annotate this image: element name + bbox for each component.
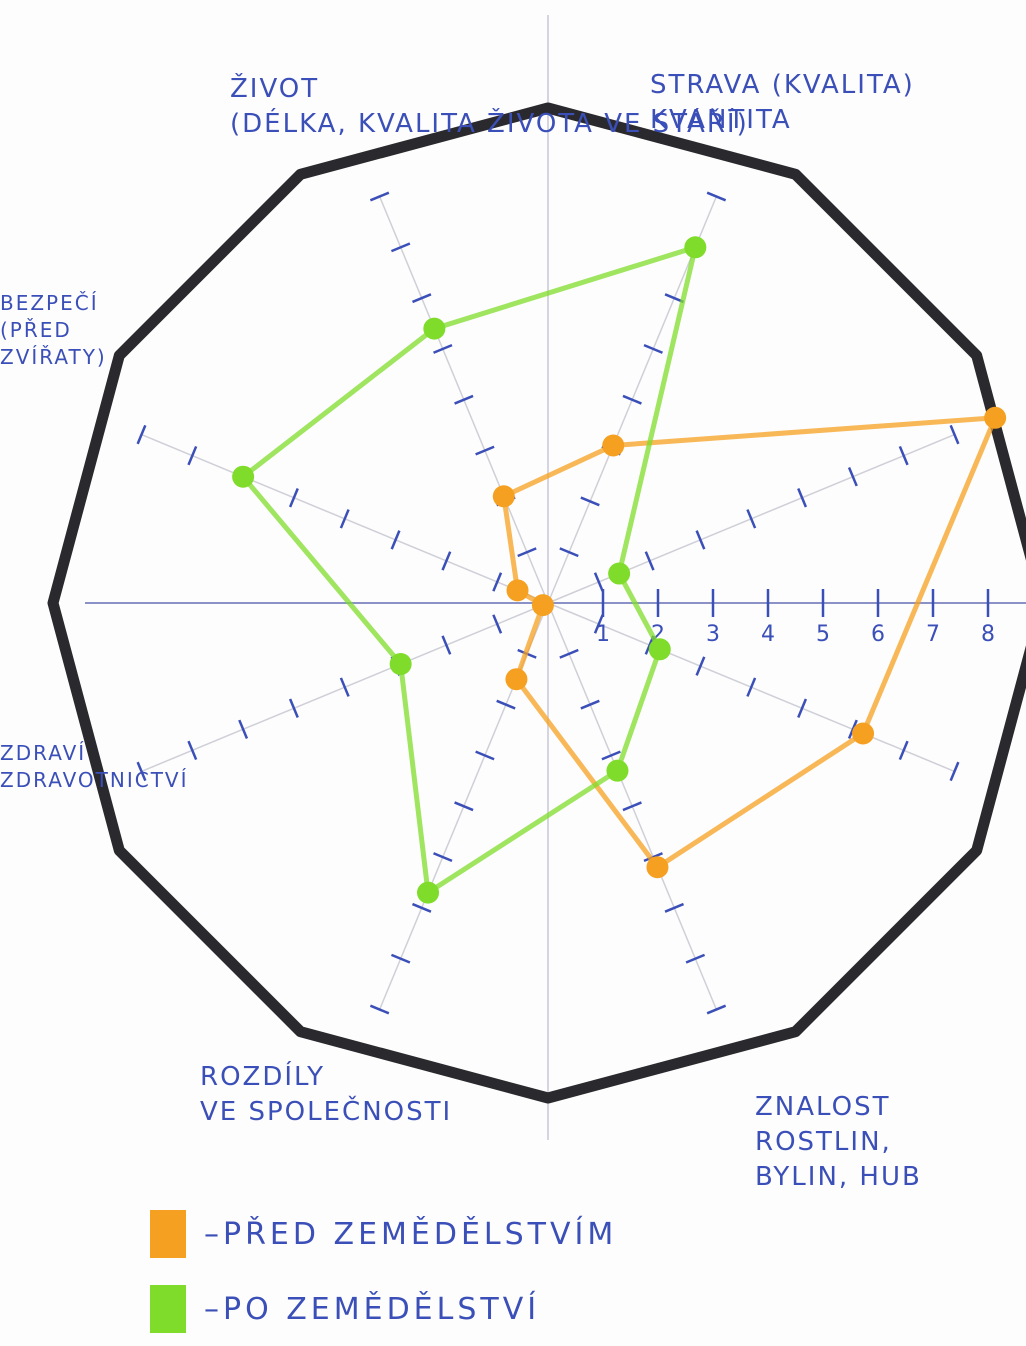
category-label: ZDRAVÍ ZDRAVOTNICTVÍ — [0, 741, 189, 792]
category-label: STRAVA (KVALITA) KVANTITA — [650, 70, 915, 136]
tick-mark — [390, 530, 401, 550]
tick-mark — [475, 445, 495, 456]
tick-mark — [685, 953, 706, 964]
legend-item: – PO ZEMĚDĚLSTVÍ — [150, 1285, 540, 1333]
tick-mark — [454, 394, 474, 405]
tick-mark — [475, 750, 495, 761]
tick-mark — [390, 242, 411, 253]
data-point — [608, 562, 631, 585]
data-point — [684, 236, 707, 259]
legend-item: – PŘED ZEMĚDĚLSTVÍM — [150, 1210, 617, 1258]
series-line — [501, 415, 998, 870]
tick-mark — [492, 572, 503, 592]
data-point — [389, 653, 412, 676]
tick-mark — [187, 445, 198, 466]
data-point — [232, 465, 255, 488]
tick-mark — [496, 699, 516, 710]
tick-mark — [797, 698, 808, 718]
data-point — [602, 434, 625, 457]
tick-mark — [492, 614, 503, 634]
tick-mark — [339, 509, 350, 529]
data-point — [852, 722, 875, 745]
legend-swatch — [150, 1285, 186, 1333]
tick-mark — [517, 547, 537, 558]
tick-mark — [559, 648, 579, 659]
tick-mark — [411, 293, 432, 304]
tick-mark — [433, 852, 453, 863]
tick-mark — [706, 191, 727, 202]
tick-label: 7 — [926, 622, 940, 647]
legend-label: PO ZEMĚDĚLSTVÍ — [223, 1291, 541, 1327]
tick-mark — [580, 699, 600, 710]
tick-mark — [746, 509, 757, 529]
data-point — [505, 668, 528, 691]
tick-mark — [339, 677, 350, 697]
tick-mark — [593, 614, 604, 634]
tick-mark — [580, 496, 600, 507]
tick-label: 1 — [596, 622, 610, 647]
category-label: ŽIVOT (DÉLKA, KVALITA ŽIVOTA VE STÁŘÍ) — [230, 74, 749, 140]
category-label: ZNALOST ROSTLIN, BYLIN, HUB — [755, 1092, 922, 1193]
tick-mark — [559, 547, 579, 558]
tick-mark — [643, 343, 663, 354]
tick-mark — [288, 698, 299, 718]
tick-label: 5 — [816, 622, 830, 647]
tick-mark — [746, 677, 757, 697]
tick-mark — [622, 394, 642, 405]
tick-mark — [441, 551, 452, 571]
tick-mark — [136, 761, 147, 782]
tick-mark — [411, 902, 432, 913]
data-point — [646, 856, 669, 879]
tick-mark — [369, 191, 390, 202]
tick-mark — [288, 488, 299, 508]
data-point — [492, 485, 515, 508]
outer-frame — [47, 102, 1026, 1104]
tick-mark — [441, 635, 452, 655]
tick-mark — [898, 445, 909, 466]
tick-label: 6 — [871, 622, 885, 647]
legend-label: PŘED ZEMĚDĚLSTVÍM — [223, 1216, 618, 1252]
category-label: ROZDÍLY VE SPOLEČNOSTI — [200, 1062, 453, 1128]
data-point — [531, 594, 554, 617]
tick-mark — [238, 719, 249, 740]
tick-mark — [898, 740, 909, 761]
tick-mark — [187, 740, 198, 761]
tick-mark — [706, 1004, 727, 1015]
tick-mark — [593, 572, 604, 592]
tick-mark — [797, 488, 808, 508]
tick-mark — [433, 343, 453, 354]
category-label: BEZPEČÍ (PŘED ZVÍŘATY) — [0, 291, 107, 369]
data-point — [417, 881, 440, 904]
tick-label: 4 — [761, 622, 775, 647]
legend-swatch — [150, 1210, 186, 1258]
tick-mark — [695, 656, 706, 676]
tick-mark — [136, 424, 147, 445]
tick-mark — [390, 953, 411, 964]
tick-mark — [644, 551, 655, 571]
tick-mark — [601, 750, 621, 761]
tick-mark — [622, 801, 642, 812]
tick-label: 3 — [706, 622, 720, 647]
data-point — [423, 317, 446, 340]
tick-mark — [664, 902, 685, 913]
tick-mark — [695, 530, 706, 550]
tick-label: 8 — [981, 622, 995, 647]
tick-mark — [454, 801, 474, 812]
tick-mark — [949, 761, 960, 782]
tick-mark — [369, 1004, 390, 1015]
data-point — [648, 638, 671, 661]
data-point — [506, 579, 529, 602]
data-point — [984, 406, 1007, 429]
tick-mark — [949, 424, 960, 445]
data-point — [606, 759, 629, 782]
tick-mark — [847, 466, 858, 487]
